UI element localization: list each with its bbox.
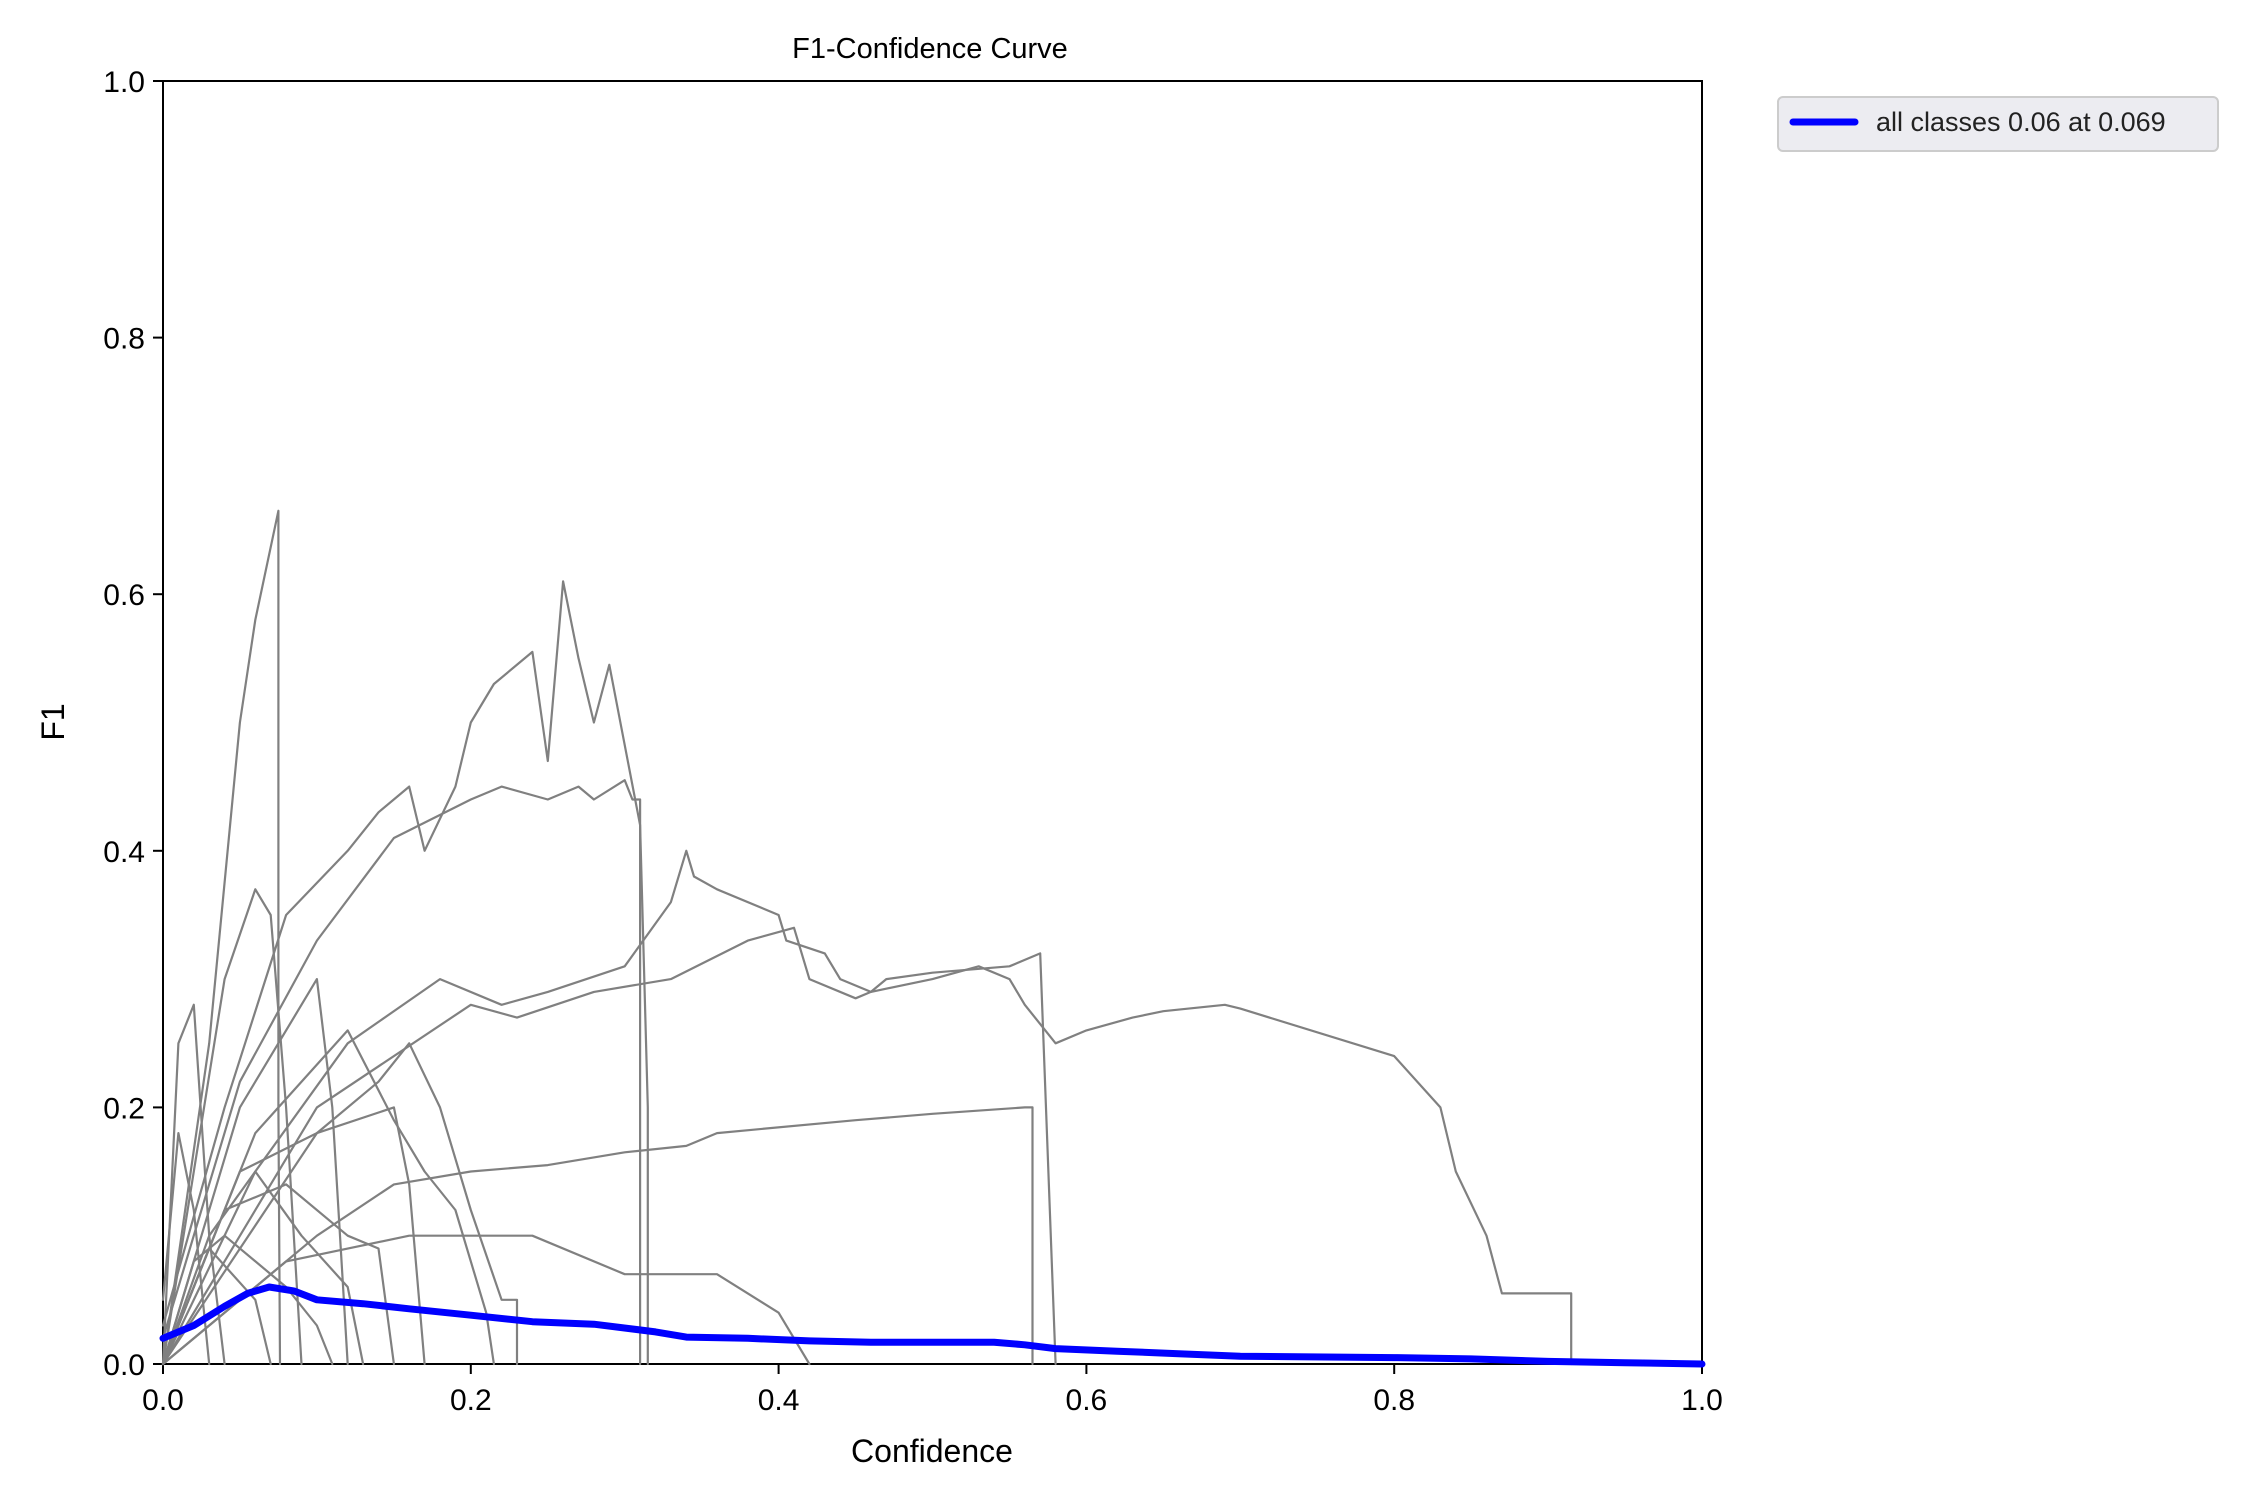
class-curve — [161, 1183, 395, 1366]
class-curve — [161, 1247, 272, 1366]
y-tick-label: 0.8 — [103, 323, 145, 356]
class-curve — [161, 1029, 495, 1366]
y-axis-label: F1 — [35, 703, 71, 740]
y-tick-label: 0.2 — [103, 1092, 145, 1125]
class-curve — [161, 1003, 226, 1366]
legend-entry-all-classes: all classes 0.06 at 0.069 — [1876, 107, 2166, 137]
all-classes-curve — [159, 1283, 1706, 1368]
all-classes-curve-group — [159, 1283, 1706, 1368]
y-tick-label: 0.6 — [103, 579, 145, 612]
x-tick-label: 0.8 — [1373, 1384, 1415, 1417]
x-tick-label: 1.0 — [1681, 1384, 1723, 1417]
class-curve — [161, 1234, 811, 1366]
class-curve — [161, 1106, 1034, 1366]
class-curve — [161, 779, 642, 1366]
axis-ticks: 0.0 0.2 0.4 0.6 0.8 1.0 0.0 0.2 0.4 0.6 0.8 1.0 — [103, 66, 1723, 1417]
class-curve — [161, 580, 649, 1366]
plot-area-frame — [162, 80, 1703, 1365]
class-curve — [161, 1042, 519, 1366]
x-axis-label: Confidence — [851, 1433, 1013, 1469]
x-tick-label: 0.4 — [758, 1384, 800, 1417]
class-curve — [161, 926, 1573, 1366]
chart-title: F1-Confidence Curve — [792, 33, 1068, 65]
class-curves — [161, 509, 1573, 1366]
class-curve — [161, 509, 282, 1366]
class-curve — [161, 977, 349, 1366]
class-curve — [161, 1106, 426, 1366]
x-tick-label: 0.6 — [1066, 1384, 1108, 1417]
y-tick-label: 0.4 — [103, 836, 145, 869]
class-curve — [161, 849, 1057, 1366]
y-tick-label: 1.0 — [103, 66, 145, 99]
y-tick-label: 0.0 — [103, 1349, 145, 1382]
legend: all classes 0.06 at 0.069 — [1777, 96, 2219, 152]
legend-box — [1777, 96, 2219, 152]
x-tick-label: 0.0 — [142, 1384, 184, 1417]
class-curve — [161, 888, 303, 1366]
x-tick-label: 0.2 — [450, 1384, 492, 1417]
class-curve — [161, 1131, 211, 1366]
